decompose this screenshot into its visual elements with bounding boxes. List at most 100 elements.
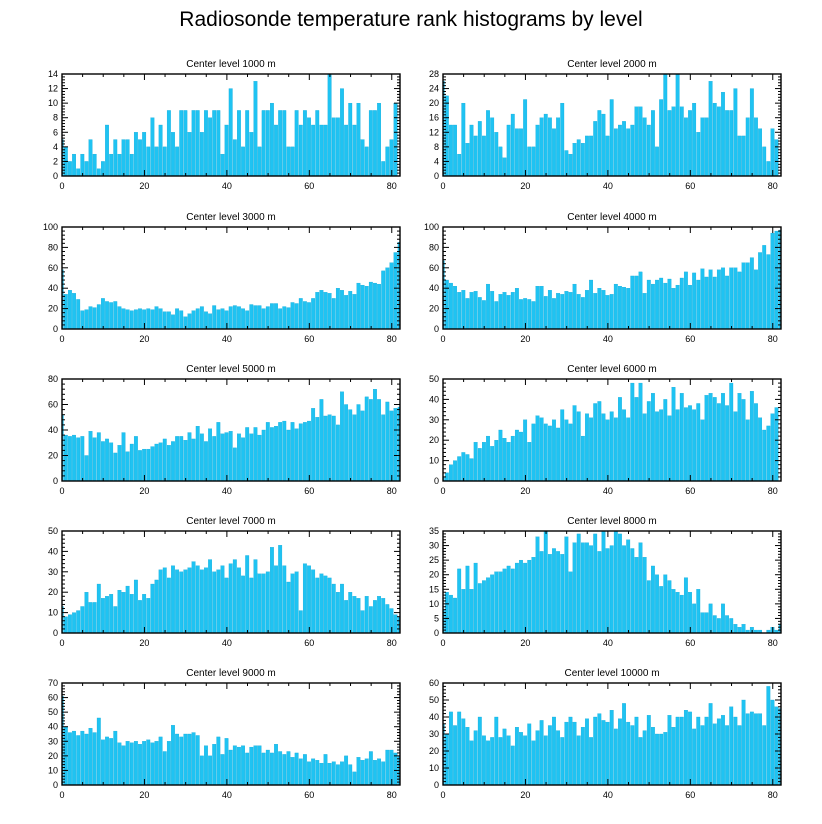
histogram-bar <box>356 102 361 177</box>
histogram-bar <box>364 758 369 786</box>
histogram-bar <box>486 577 490 634</box>
histogram-bar <box>696 716 701 786</box>
histogram-bar <box>531 740 536 786</box>
histogram-bar <box>171 725 175 786</box>
histogram-bar <box>486 110 490 177</box>
histogram-bar <box>477 448 482 482</box>
histogram-bar <box>373 282 377 330</box>
histogram-bar <box>373 760 377 786</box>
histogram-bar <box>253 427 258 482</box>
histogram-bar <box>626 721 631 786</box>
histogram-bar <box>105 596 109 634</box>
histogram-bar <box>461 102 466 177</box>
histogram-bar <box>294 571 299 634</box>
histogram-bar <box>199 132 204 177</box>
histogram-bar <box>712 397 717 482</box>
histogram-bar <box>76 735 81 786</box>
x-tick-label: 40 <box>603 334 613 344</box>
histogram-bar <box>377 758 381 786</box>
histogram-bar <box>360 760 365 786</box>
histogram-bar <box>109 153 114 177</box>
y-tick-label: 5 <box>434 613 439 623</box>
histogram-bar <box>449 124 453 177</box>
histogram-bar <box>331 415 336 482</box>
histogram-bar <box>278 110 283 177</box>
x-tick-label: 80 <box>387 486 397 496</box>
histogram-bar <box>457 292 462 330</box>
histogram-bar <box>101 298 105 330</box>
x-tick-label: 80 <box>768 334 778 344</box>
histogram-bar <box>651 565 655 634</box>
histogram-bar <box>327 414 332 482</box>
y-tick-label: 60 <box>48 400 58 410</box>
histogram-bar <box>642 117 647 177</box>
histogram-bar <box>166 110 171 177</box>
histogram-bar <box>564 291 569 330</box>
y-tick-label: 30 <box>429 415 439 425</box>
histogram-bar <box>360 410 365 482</box>
histogram-bar <box>265 110 270 177</box>
histogram-bar <box>195 308 200 330</box>
histogram-bar <box>593 293 598 330</box>
histogram-bar <box>105 438 109 482</box>
histogram-bar <box>92 307 97 330</box>
histogram-bar <box>286 429 291 482</box>
histogram-bar <box>393 614 398 634</box>
histogram-bar <box>708 393 713 482</box>
x-tick-label: 0 <box>59 181 64 191</box>
y-tick-label: 0 <box>434 628 439 638</box>
histogram-bar <box>129 310 134 330</box>
histogram-bar <box>187 132 192 177</box>
histogram-bar <box>113 606 118 634</box>
histogram-bar <box>290 146 295 177</box>
histogram-bar <box>506 442 511 482</box>
histogram-bar <box>477 716 482 786</box>
histogram-bar <box>76 168 81 177</box>
x-tick-label: 0 <box>59 638 64 648</box>
histogram-bar <box>716 618 721 634</box>
histogram-bar <box>741 135 746 177</box>
histogram-bar <box>589 545 594 634</box>
histogram-bar <box>626 539 631 634</box>
x-tick-label: 20 <box>520 486 530 496</box>
histogram-bar <box>241 575 245 634</box>
histogram-bar <box>344 404 349 482</box>
histogram-bar <box>539 117 544 177</box>
histogram-bar <box>183 569 188 634</box>
histogram-bar <box>444 733 449 786</box>
histogram-bar <box>121 592 126 634</box>
histogram-bar <box>150 117 155 177</box>
histogram-bar <box>232 139 237 177</box>
y-tick-label: 40 <box>429 712 439 722</box>
histogram-bar <box>257 573 262 634</box>
histogram-bar <box>519 559 523 634</box>
histogram-bar <box>766 254 771 330</box>
histogram-bar <box>228 306 233 330</box>
histogram-bar <box>494 716 499 786</box>
histogram-bar <box>311 758 316 786</box>
histogram-bar <box>683 710 688 786</box>
histogram-bar <box>344 124 349 177</box>
histogram-bar <box>576 735 581 786</box>
histogram-bar <box>671 589 676 634</box>
histogram-bar <box>580 435 585 482</box>
y-tick-label: 20 <box>429 570 439 580</box>
histogram-bar <box>560 554 565 634</box>
histogram-bar <box>335 117 340 177</box>
histogram-bar <box>72 153 76 177</box>
histogram-bar <box>465 454 470 482</box>
y-tick-label: 60 <box>429 263 439 273</box>
histogram-bar <box>175 436 180 482</box>
histogram-bar <box>469 740 474 786</box>
y-tick-label: 50 <box>48 526 58 536</box>
histogram-bar <box>597 401 602 482</box>
histogram-bar <box>315 577 320 634</box>
histogram-bar <box>552 128 556 177</box>
histogram-bar <box>274 303 278 330</box>
x-tick-label: 60 <box>304 181 314 191</box>
histogram-bar <box>232 447 237 482</box>
histogram-bar <box>560 409 565 482</box>
histogram-bar <box>360 610 365 634</box>
histogram-bar <box>249 746 254 786</box>
histogram-bar <box>282 420 287 482</box>
